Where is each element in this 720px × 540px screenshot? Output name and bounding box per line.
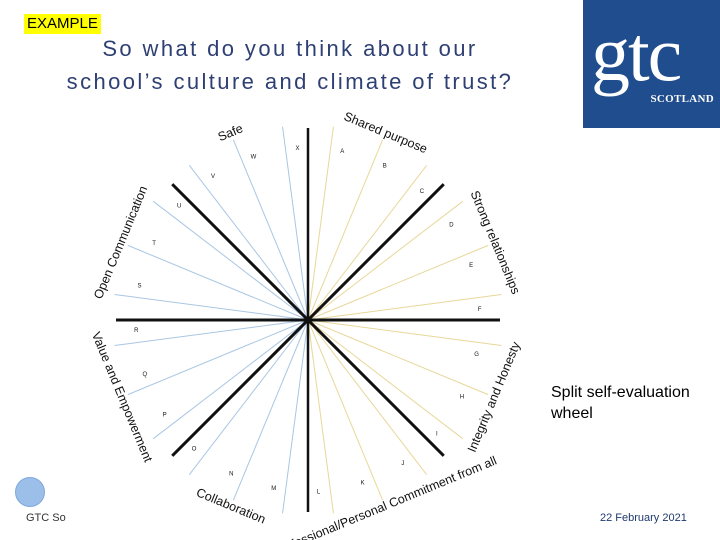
category-label-1: Shared purpose — [342, 109, 430, 156]
spoke-line-v — [188, 164, 309, 321]
slide-marker-dot — [15, 477, 45, 507]
spoke-line-d — [307, 200, 464, 321]
logo-subtitle: SCOTLAND — [650, 93, 714, 105]
spoke-line-p — [152, 319, 309, 440]
spoke-line-r — [114, 319, 309, 346]
spoke-letter-r: R — [134, 328, 139, 334]
spoke-line-g — [307, 319, 502, 346]
spoke-letter-g: G — [474, 352, 479, 358]
spoke-line-a — [307, 126, 334, 321]
spoke-letters: A B C D E F G H I J K L M N O P Q R S T U V W X — [134, 146, 482, 495]
footer-organisation: GTC So — [26, 512, 66, 524]
spoke-letter-i: I — [436, 432, 438, 438]
spoke-letter-u: U — [177, 204, 181, 210]
spoke-line-l — [307, 319, 334, 514]
spoke-letter-f: F — [478, 307, 482, 313]
category-label-8: Safe — [216, 121, 245, 144]
spoke-line-t — [127, 244, 309, 321]
spoke-letter-c: C — [420, 189, 425, 195]
spoke-line-x — [282, 126, 309, 321]
spoke-line-u — [152, 200, 309, 321]
spoke-letter-v: V — [211, 174, 215, 180]
spoke-letter-k: K — [361, 481, 365, 487]
spoke-line-c — [307, 164, 428, 321]
spoke-line-o — [188, 319, 309, 476]
spoke-line-q — [127, 319, 309, 396]
spoke-letter-x: X — [295, 146, 299, 152]
category-label-4: Professional/Personal Commitment from al… — [271, 453, 498, 540]
page-title-line-2: school’s culture and climate of trust? — [66, 69, 514, 94]
logo-wordmark: gtc — [591, 10, 682, 97]
spoke-line-m — [282, 319, 309, 514]
spoke-letter-s: S — [137, 283, 141, 289]
spoke-letter-m: M — [271, 486, 276, 492]
spoke-letter-d: D — [449, 223, 454, 229]
spoke-line-e — [307, 244, 489, 321]
spoke-letter-l: L — [317, 489, 321, 495]
spoke-letter-q: Q — [143, 372, 148, 378]
spoke-line-k — [307, 319, 384, 501]
divider-lines — [116, 128, 500, 512]
spoke-line-s — [114, 294, 309, 321]
spoke-letter-j: J — [401, 461, 404, 467]
spoke-line-i — [307, 319, 464, 440]
divider-line-4 — [171, 183, 445, 457]
spoke-line-n — [232, 319, 309, 501]
gtc-scotland-logo: gtc SCOTLAND — [583, 0, 720, 128]
page-title-line-1: So what do you think about our — [102, 36, 478, 61]
category-label-7: Open Communication — [91, 184, 150, 301]
spoke-letter-w: W — [251, 154, 257, 160]
category-label-5: Collaboration — [194, 485, 267, 526]
spoke-line-f — [307, 294, 502, 321]
spoke-letter-b: B — [383, 164, 387, 170]
category-label-2: Strong relationships — [468, 189, 523, 296]
wheel-caption: Split self-evaluation wheel — [551, 384, 690, 422]
spoke-line-j — [307, 319, 428, 476]
spoke-line-h — [307, 319, 489, 396]
spoke-letter-a: A — [340, 149, 344, 155]
category-label-6: Value and Empowerment — [89, 330, 155, 465]
spoke-letter-p: P — [163, 413, 167, 419]
spoke-letter-o: O — [192, 446, 197, 452]
footer-date: 22 February 2021 — [600, 512, 687, 524]
example-badge: EXAMPLE — [24, 14, 101, 34]
page-title: So what do you think about our school’s … — [30, 32, 550, 98]
spoke-lines — [114, 126, 502, 514]
spoke-letter-h: H — [460, 394, 464, 400]
spoke-letter-t: T — [152, 241, 156, 247]
spoke-letter-e: E — [469, 263, 473, 269]
spoke-line-w — [232, 139, 309, 321]
spoke-line-b — [307, 139, 384, 321]
spoke-letter-n: N — [229, 472, 233, 478]
